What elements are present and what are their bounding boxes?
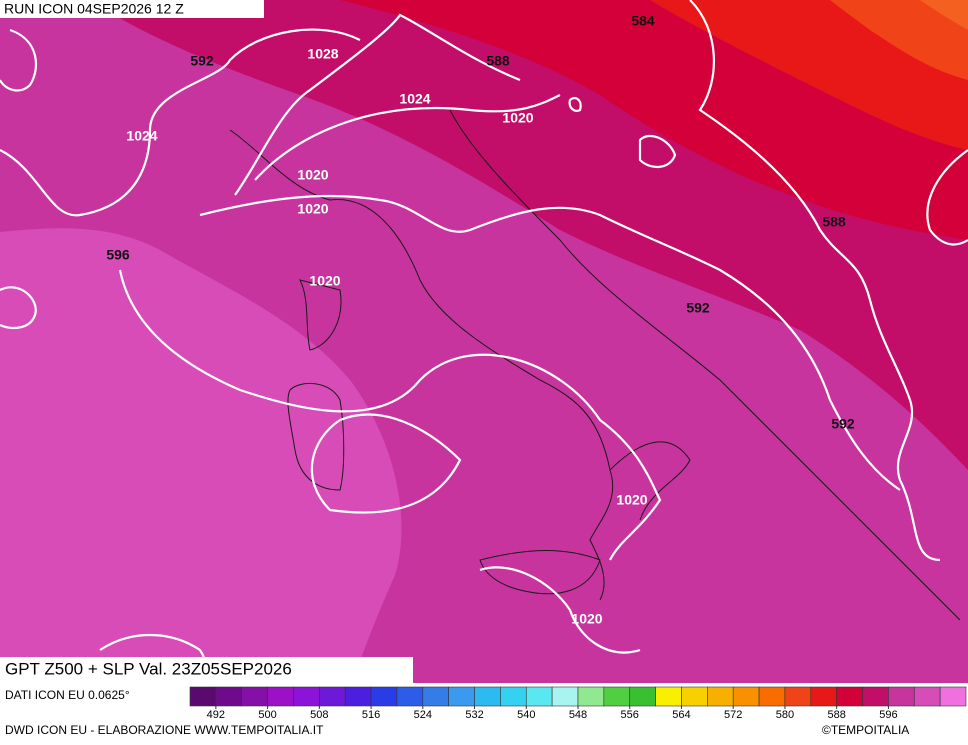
colorbar-swatch	[293, 686, 320, 707]
contour-label: 588	[486, 53, 510, 69]
contour-label: 1020	[297, 167, 328, 183]
contour-label: 584	[631, 13, 655, 29]
colorbar-swatch	[810, 686, 837, 707]
isobar	[310, 413, 462, 514]
contour-label: 588	[822, 214, 846, 230]
field-576	[830, 0, 968, 80]
title-box	[0, 657, 413, 683]
colorbar-tick-label: 580	[776, 709, 794, 721]
colorbar-swatch	[267, 686, 294, 707]
colorbar-swatch	[784, 686, 812, 707]
colorbar-swatch	[525, 686, 553, 707]
contour-label: 596	[106, 247, 130, 263]
colorbar-tick-label: 596	[879, 709, 897, 721]
colorbar-swatch	[422, 686, 449, 707]
map: 592 1028 588 584 1024 1020 1024 1020 102…	[0, 0, 968, 684]
isobar	[234, 13, 521, 196]
coastline	[229, 109, 961, 621]
colorbar-swatch	[939, 686, 967, 707]
isobar	[254, 94, 561, 181]
contour-label: 1024	[399, 91, 430, 107]
colorbar-tick-label: 572	[724, 709, 742, 721]
isobar	[479, 566, 641, 654]
colorbar: 492 500 508 516 524 532 540 548 556 564 572 580 588 5…	[189, 686, 967, 721]
colorbar-tick-label: 524	[414, 709, 432, 721]
colorbar-swatch	[629, 686, 656, 707]
run-label: RUN ICON 04SEP2026 12 Z	[4, 1, 184, 17]
isobar	[0, 28, 38, 92]
colorbar-tick-label: 516	[362, 709, 380, 721]
contour-label: 1020	[616, 492, 647, 508]
isobar	[926, 149, 968, 246]
colorbar-swatch	[707, 686, 734, 707]
colorbar-swatch	[758, 686, 786, 707]
isobar	[0, 28, 361, 217]
contour-label: 592	[831, 416, 855, 432]
colorbar-swatch	[396, 686, 424, 707]
isobar	[0, 286, 37, 330]
colorbar-swatch	[344, 686, 372, 707]
colorbar-swatch	[888, 686, 915, 707]
colorbar-tick-label: 532	[465, 709, 483, 721]
colorbar-tick-label: 588	[827, 709, 845, 721]
field-572	[920, 0, 968, 30]
contour-label: 592	[190, 53, 214, 69]
colorbar-tick-label: 564	[672, 709, 690, 721]
colorbar-swatch	[913, 686, 941, 707]
contour-label: 592	[686, 300, 710, 316]
field-596	[0, 228, 402, 683]
colorbar-tick-label: 540	[517, 709, 535, 721]
contour-label: 1024	[126, 128, 157, 144]
colorbar-swatch	[603, 686, 631, 707]
colorbar-swatch	[732, 686, 760, 707]
contour-label: 1020	[309, 273, 340, 289]
colorbar-swatch	[189, 686, 217, 707]
colorbar-tick-label: 548	[569, 709, 587, 721]
isobar	[689, 0, 941, 562]
colorbar-swatch	[681, 686, 708, 707]
contour-label: 1020	[502, 110, 533, 126]
map-title: GPT Z500 + SLP Val. 23Z05SEP2026	[5, 659, 292, 678]
source: DATI ICON EU 0.0625°	[5, 688, 130, 702]
colorbar-swatch	[215, 686, 243, 707]
colorbar-tick-label: 508	[310, 709, 328, 721]
colorbar-tick-label: 556	[621, 709, 639, 721]
colorbar-swatch	[319, 686, 346, 707]
contour-label: 1020	[571, 611, 602, 627]
colorbar-swatch	[862, 686, 889, 707]
colorbar-swatch	[474, 686, 501, 707]
colorbar-swatch	[241, 686, 268, 707]
colorbar-swatch	[370, 686, 398, 707]
contour-label: 1020	[297, 201, 328, 217]
isobar	[568, 96, 677, 168]
colorbar-swatch	[836, 686, 863, 707]
run-box	[0, 0, 264, 18]
colorbar-tick-label: 492	[207, 709, 225, 721]
colorbar-swatch	[655, 686, 682, 707]
colorbar-tick-label: 500	[258, 709, 276, 721]
colorbar-swatch	[577, 686, 605, 707]
copyright: ©TEMPOITALIA	[822, 723, 909, 737]
isobar	[118, 269, 662, 561]
credit: DWD ICON EU - ELABORAZIONE WWW.TEMPOITAL…	[5, 723, 324, 737]
colorbar-swatch	[500, 686, 527, 707]
colorbar-swatch	[551, 686, 579, 707]
colorbar-swatch	[448, 686, 475, 707]
contour-label: 1028	[307, 46, 338, 62]
isobar	[199, 194, 901, 491]
